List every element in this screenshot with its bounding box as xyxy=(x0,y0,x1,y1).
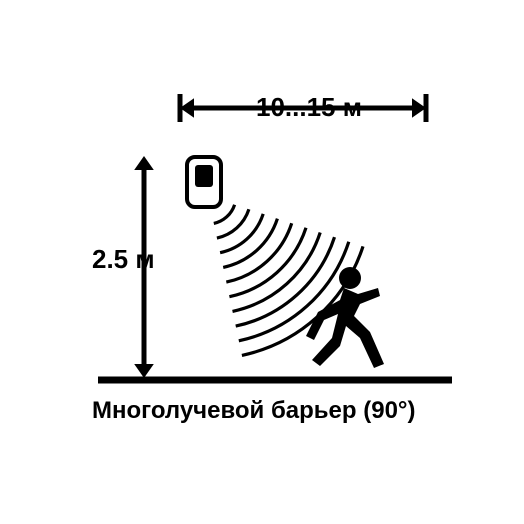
diagram-stage: 10...15 м 2.5 м Многолучевой барьер (90°) xyxy=(0,0,524,524)
caption-label: Многолучевой барьер (90°) xyxy=(92,397,416,424)
height-label: 2.5 м xyxy=(92,244,155,274)
diagram-svg: 10...15 м 2.5 м Многолучевой барьер (90°) xyxy=(0,0,524,524)
bg xyxy=(0,0,524,524)
range-label: 10...15 м xyxy=(256,92,362,122)
sensor-screen-icon xyxy=(195,165,213,187)
